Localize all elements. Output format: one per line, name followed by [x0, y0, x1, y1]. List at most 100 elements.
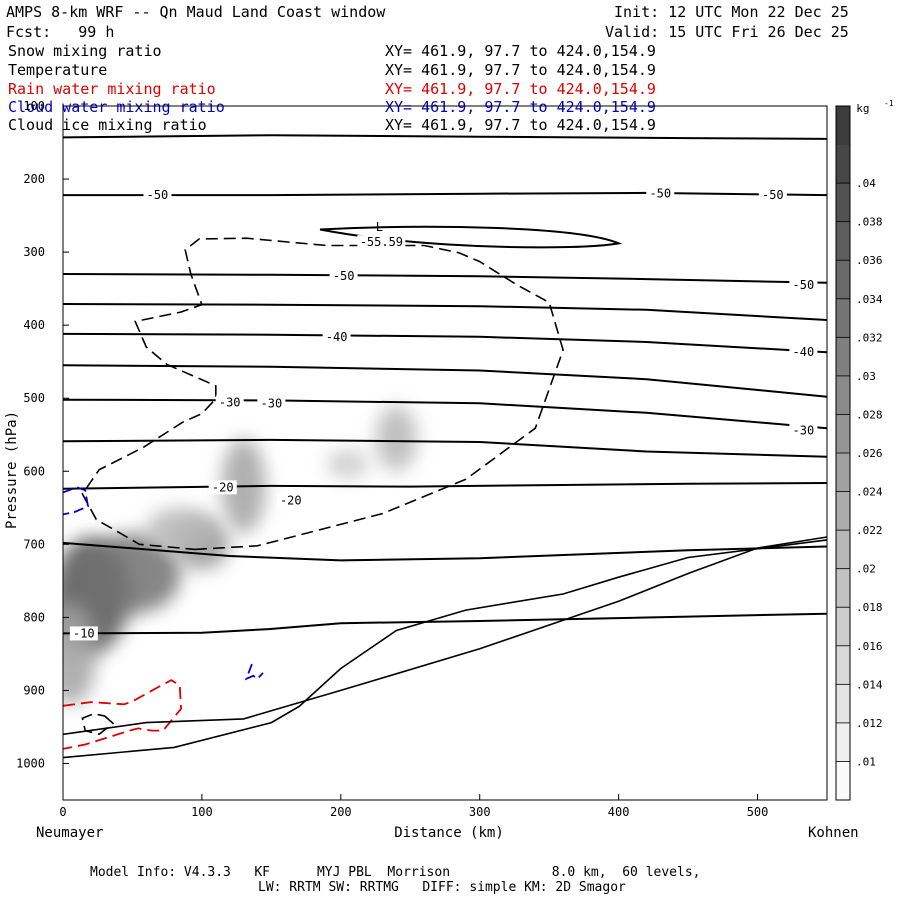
isotherm-label: -30: [261, 396, 283, 410]
y-tick-label: 300: [23, 245, 45, 259]
colorbar-swatch: [836, 414, 850, 454]
contour-label-bg: [208, 480, 237, 495]
colorbar-tick-label: .034: [856, 293, 883, 306]
x-tick-label: 500: [747, 805, 769, 819]
x-tick-label: 0: [59, 805, 66, 819]
contour-label-bg: [758, 188, 787, 203]
y-tick-label: 500: [23, 391, 45, 405]
colorbar-swatch: [836, 491, 850, 531]
snow-blob: [146, 507, 216, 552]
y-tick-label: 800: [23, 610, 45, 624]
init-time: Init: 12 UTC Mon 22 Dec 25: [614, 3, 849, 21]
colorbar-swatch: [836, 453, 850, 493]
contour-labels: -50 -50 -50 -50 -50 -40 -40 -30 -30 -30 -20 -20 -10 L…: [69, 186, 818, 641]
colorbar-tick-label: .03: [856, 370, 876, 383]
colorbar-tick-label: .028: [856, 408, 883, 421]
contour-label-bg: [143, 188, 172, 203]
terrain-lower-line: [63, 539, 827, 759]
cloud-water-contour: [244, 663, 264, 681]
colorbar-swatch: [836, 645, 850, 685]
colorbar-tick-label: .032: [856, 331, 883, 344]
x-axis-label: Distance (km): [394, 825, 504, 841]
isotherm-label: -20: [280, 493, 302, 507]
colorbar-swatch: [836, 722, 850, 762]
isotherm-line: [63, 191, 827, 197]
left-endpoint-label: Neumayer: [36, 825, 103, 841]
contour-label-bg: [215, 395, 244, 410]
isotherm-line: [63, 398, 827, 430]
legend-snow-name: Snow mixing ratio: [8, 42, 162, 60]
legend-cloud-ice-name: Cloud ice mixing ratio: [8, 116, 207, 134]
colorbar-tick-label: .024: [856, 486, 883, 499]
colorbar-swatch: [836, 607, 850, 647]
isotherm-label: -50: [649, 187, 671, 201]
contour-label-bg: [69, 626, 98, 641]
forecast-hour: Fcst: 99 h: [6, 23, 115, 41]
colorbar-tick-label: .02: [856, 563, 876, 576]
y-axis-label: Pressure (hPa): [4, 411, 20, 529]
legend-cloud-water-xy: XY= 461.9, 97.7 to 424.0,154.9: [385, 98, 656, 116]
colorbar-tick-label: .04: [856, 177, 876, 190]
model-info: Model Info: V4.3.3 KF MYJ PBL Morrison 8…: [90, 865, 701, 880]
contour-layer: [63, 134, 827, 750]
y-tick-label: 100: [23, 99, 45, 113]
model-schemes: LW: RRTM SW: RRTMG DIFF: simple KM: 2D S…: [258, 880, 626, 895]
colorbar-swatch: [836, 183, 850, 223]
x-tick-label: 100: [191, 805, 213, 819]
colorbar-tick-label: .038: [856, 216, 883, 229]
contour-label-bg: [257, 396, 286, 411]
colorbar-swatch: [836, 106, 850, 146]
isotherm-line: [63, 541, 827, 562]
isotherm-label: -50: [793, 278, 815, 292]
colorbar-tick-label: .014: [856, 678, 883, 691]
chart-title: AMPS 8-km WRF -- Qn Maud Land Coast wind…: [6, 3, 386, 21]
isotherm-line: [63, 438, 827, 458]
terrain-layer: [63, 536, 827, 759]
colorbar-tick-label: .026: [856, 447, 883, 460]
colorbar-tick-label: .016: [856, 640, 883, 653]
colorbar-swatch: [836, 260, 850, 300]
x-tick-label: 400: [608, 805, 630, 819]
colorbar: g kg -1 .01.012.014.016.018.02.022.024.0…: [835, 99, 894, 801]
isotherm-minimum-loop: [319, 225, 623, 249]
cloud-ice-contour: [81, 237, 564, 551]
contour-label-bg: [789, 423, 818, 438]
colorbar-swatch: [836, 568, 850, 608]
isotherm-label: -40: [326, 330, 348, 344]
colorbar-tick-label: .012: [856, 717, 883, 730]
axes: Pressure (hPa) Distance (km) Neumayer Ko…: [4, 99, 859, 841]
legend-cloud-ice-xy: XY= 461.9, 97.7 to 424.0,154.9: [385, 116, 656, 134]
y-tick-label: 1000: [16, 756, 45, 770]
right-endpoint-label: Kohnen: [808, 825, 859, 841]
legend-rain-name: Rain water mixing ratio: [8, 80, 216, 98]
isotherm-label: -40: [793, 345, 815, 359]
isotherm-line: [63, 364, 827, 398]
contour-label-bg: [789, 277, 818, 292]
snow-blob: [63, 602, 97, 706]
isotherm-line: [63, 612, 827, 635]
isotherm-label: -20: [212, 480, 234, 494]
colorbar-swatch: [836, 298, 850, 338]
colorbar-tick-label: .01: [856, 755, 876, 768]
isotherm-label: -50: [333, 269, 355, 283]
snow-shading: [63, 405, 418, 706]
isotherm-line: [63, 332, 827, 354]
rain-water-contour: [63, 679, 183, 750]
valid-time: Valid: 15 UTC Fri 26 Dec 25: [605, 23, 849, 41]
contour-label-bg: [276, 493, 305, 508]
colorbar-swatch: [836, 144, 850, 184]
isotherm-label: -10: [73, 626, 95, 640]
y-tick-label: 900: [23, 683, 45, 697]
isotherm-label: -50: [147, 188, 169, 202]
snow-blob: [326, 449, 369, 479]
isotherm-line: [63, 134, 827, 140]
contour-label-bg: [329, 269, 358, 284]
isotherm-line: [63, 273, 827, 284]
plot-frame: [62, 105, 828, 801]
legend-temperature-name: Temperature: [8, 61, 108, 79]
contour-label-bg: [322, 329, 351, 344]
y-tick-label: 600: [23, 464, 45, 478]
y-tick-label: 400: [23, 318, 45, 332]
legend-snow-xy: XY= 461.9, 97.7 to 424.0,154.9: [385, 42, 656, 60]
y-tick-label: 700: [23, 537, 45, 551]
